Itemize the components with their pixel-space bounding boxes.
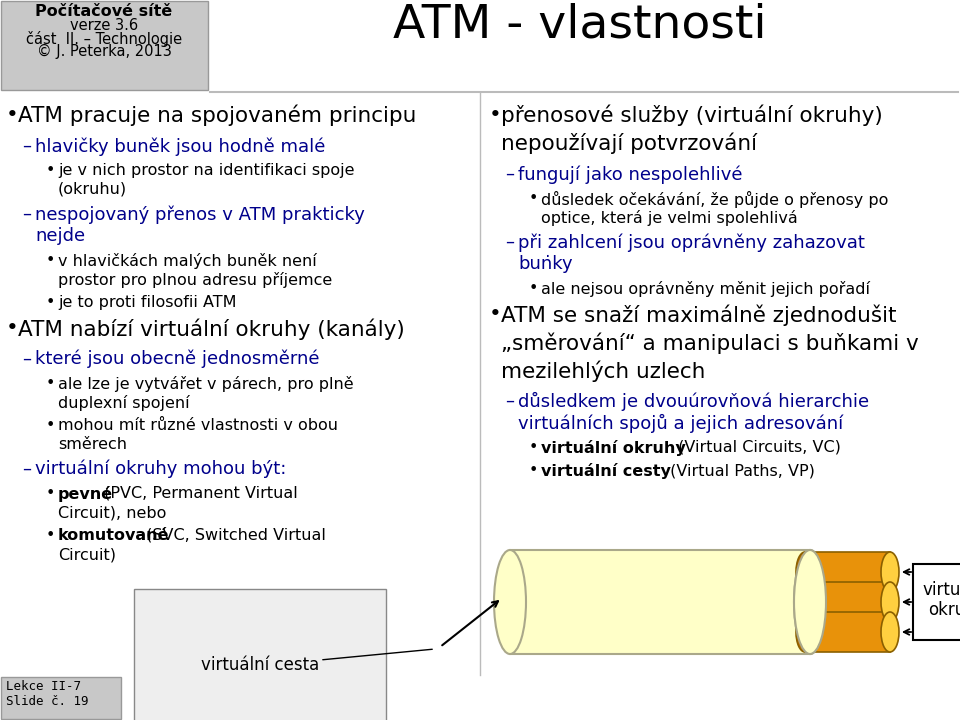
- Ellipse shape: [494, 550, 526, 654]
- Text: –: –: [22, 350, 31, 368]
- Text: Počítačové sítě: Počítačové sítě: [36, 4, 173, 19]
- Text: směrech: směrech: [58, 437, 127, 452]
- Bar: [805, 612, 890, 652]
- Ellipse shape: [796, 612, 814, 652]
- Text: •: •: [6, 318, 19, 338]
- Text: nepoužívají potvrzování: nepoužívají potvrzování: [501, 133, 757, 155]
- Text: část  II. – Technologie: část II. – Technologie: [26, 31, 182, 47]
- Text: fungují jako nespolehlivé: fungují jako nespolehlivé: [518, 165, 742, 184]
- Text: •: •: [489, 304, 502, 324]
- Text: virtuální okruhy mohou být:: virtuální okruhy mohou být:: [35, 460, 286, 479]
- Text: prostor pro plnou adresu příjemce: prostor pro plnou adresu příjemce: [58, 272, 332, 288]
- Bar: [913, 564, 960, 640]
- Text: buṅky: buṅky: [518, 255, 572, 273]
- Text: •: •: [46, 253, 56, 268]
- Text: které jsou obecně jednosměrné: které jsou obecně jednosměrné: [35, 350, 320, 369]
- Text: virtuální cesta: virtuální cesta: [201, 656, 319, 674]
- Text: nejde: nejde: [35, 227, 85, 245]
- Ellipse shape: [794, 550, 826, 654]
- Text: „směrování“ a manipulaci s buňkami v: „směrování“ a manipulaci s buňkami v: [501, 332, 919, 354]
- Text: Circuit), nebo: Circuit), nebo: [58, 505, 166, 520]
- Text: © J. Peterka, 2013: © J. Peterka, 2013: [36, 44, 172, 59]
- Bar: [1, 677, 121, 719]
- Text: •: •: [6, 105, 19, 125]
- Text: optice, která je velmi spolehlivá: optice, která je velmi spolehlivá: [541, 210, 798, 226]
- Text: virtuální
okruhy: virtuální okruhy: [923, 580, 960, 619]
- Text: –: –: [22, 205, 31, 223]
- Text: •: •: [46, 295, 56, 310]
- Text: •: •: [46, 163, 56, 178]
- Text: •: •: [46, 376, 56, 391]
- Bar: [510, 550, 810, 654]
- Ellipse shape: [881, 552, 899, 592]
- Text: •: •: [529, 463, 539, 478]
- Text: virtuální okruhy: virtuální okruhy: [541, 440, 685, 456]
- Text: (Virtual Circuits, VC): (Virtual Circuits, VC): [674, 440, 841, 455]
- Text: duplexní spojení: duplexní spojení: [58, 395, 190, 411]
- Ellipse shape: [796, 552, 814, 592]
- Bar: [805, 582, 890, 622]
- Text: •: •: [46, 418, 56, 433]
- Text: •: •: [529, 440, 539, 455]
- Text: verze 3.6: verze 3.6: [70, 18, 138, 33]
- Text: ATM pracuje na spojovaném principu: ATM pracuje na spojovaném principu: [18, 105, 417, 127]
- Text: –: –: [505, 233, 514, 251]
- Text: hlavičky buněk jsou hodně malé: hlavičky buněk jsou hodně malé: [35, 137, 325, 156]
- Text: –: –: [22, 137, 31, 155]
- Text: •: •: [489, 105, 502, 125]
- Text: ATM se snaží maximálně zjednodušit: ATM se snaží maximálně zjednodušit: [501, 304, 897, 325]
- Text: je to proti filosofii ATM: je to proti filosofii ATM: [58, 295, 236, 310]
- Text: •: •: [529, 281, 539, 296]
- Ellipse shape: [794, 550, 826, 654]
- Ellipse shape: [881, 582, 899, 622]
- Text: •: •: [46, 528, 56, 543]
- Text: ATM - vlastnosti: ATM - vlastnosti: [394, 2, 767, 48]
- Text: je v nich prostor na identifikaci spoje: je v nich prostor na identifikaci spoje: [58, 163, 354, 178]
- Ellipse shape: [881, 612, 899, 652]
- Text: při zahlcení jsou oprávněny zahazovat: při zahlcení jsou oprávněny zahazovat: [518, 233, 865, 251]
- Text: –: –: [22, 460, 31, 478]
- Text: komutované: komutované: [58, 528, 170, 543]
- Text: ale lze je vytvářet v párech, pro plně: ale lze je vytvářet v párech, pro plně: [58, 376, 353, 392]
- Text: (okruhu): (okruhu): [58, 182, 127, 197]
- Ellipse shape: [796, 582, 814, 622]
- Bar: [1, 1, 208, 90]
- Text: ale nejsou oprávněny měnit jejich pořadí: ale nejsou oprávněny měnit jejich pořadí: [541, 281, 870, 297]
- Text: –: –: [505, 392, 514, 410]
- Text: virtuálních spojů a jejich adresování: virtuálních spojů a jejich adresování: [518, 414, 843, 433]
- Text: Lekce II-7
Slide č. 19: Lekce II-7 Slide č. 19: [6, 680, 88, 708]
- Text: (PVC, Permanent Virtual: (PVC, Permanent Virtual: [100, 486, 299, 501]
- Text: přenosové služby (virtuální okruhy): přenosové služby (virtuální okruhy): [501, 105, 883, 127]
- Text: (Virtual Paths, VP): (Virtual Paths, VP): [665, 463, 815, 478]
- Text: mohou mít různé vlastnosti v obou: mohou mít různé vlastnosti v obou: [58, 418, 338, 433]
- Text: důsledek očekávání, že půjde o přenosy po: důsledek očekávání, že půjde o přenosy p…: [541, 191, 888, 208]
- Text: mezilehlých uzlech: mezilehlých uzlech: [501, 360, 706, 382]
- Text: •: •: [529, 191, 539, 206]
- Bar: [805, 552, 890, 592]
- Text: ATM nabízí virtuální okruhy (kanály): ATM nabízí virtuální okruhy (kanály): [18, 318, 405, 340]
- Text: •: •: [46, 486, 56, 501]
- Text: virtuální cesty: virtuální cesty: [541, 463, 671, 479]
- Text: Circuit): Circuit): [58, 547, 116, 562]
- Text: nespojovaný přenos v ATM prakticky: nespojovaný přenos v ATM prakticky: [35, 205, 365, 223]
- Text: –: –: [505, 165, 514, 183]
- Text: pevné: pevné: [58, 486, 113, 502]
- Text: v hlavičkách malých buněk není: v hlavičkách malých buněk není: [58, 253, 317, 269]
- Text: (SVC, Switched Virtual: (SVC, Switched Virtual: [141, 528, 325, 543]
- Text: důsledkem je dvouúrovňová hierarchie: důsledkem je dvouúrovňová hierarchie: [518, 392, 869, 411]
